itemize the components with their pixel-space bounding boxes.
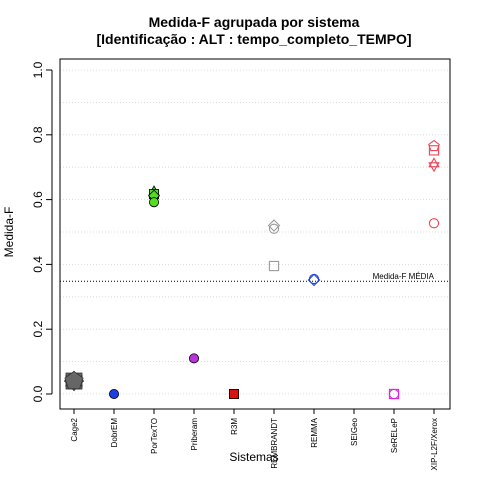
grid: [60, 69, 450, 395]
data-point-circle: [188, 353, 199, 364]
y-tick-label: 0.8: [31, 126, 45, 143]
x-tick-label: SEIGeo: [350, 417, 359, 446]
data-point-triangle-down: [428, 162, 440, 173]
y-tick-label: 0.0: [31, 385, 45, 402]
data-point-square: [228, 388, 239, 399]
data-point-circle: [428, 218, 440, 229]
data-point-square: [388, 388, 400, 400]
data-point-diamond: [307, 273, 321, 287]
data-point-square: [428, 145, 440, 156]
data-point-pentagon: [64, 370, 84, 390]
reference-line-group: Medida-F MÉDIA: [60, 272, 450, 282]
data-point-circle: [109, 388, 120, 399]
x-tick-label: REMMA: [310, 417, 319, 447]
y-tick-label: 0.2: [31, 321, 45, 338]
x-tick-label: PorTexTO: [150, 418, 159, 454]
x-axis-label: Sistemas: [229, 450, 278, 464]
y-tick-label: 1.0: [31, 61, 45, 78]
plot-frame: [59, 58, 451, 410]
x-tick-label: REMBRANDT: [270, 418, 279, 469]
y-tick-label: 0.6: [31, 191, 45, 208]
y-tick-label: 0.4: [31, 256, 45, 273]
x-tick-label: SeRELeP: [390, 418, 399, 453]
data-point-diamond: [267, 219, 281, 232]
data-point-circle: [268, 223, 280, 234]
y-axis: 0.0 0.2 0.4 0.6 0.8 1.0: [31, 61, 53, 402]
data-point-pentagon: [428, 139, 440, 152]
reference-line-label: Medida-F MÉDIA: [373, 272, 435, 281]
x-tick-label: R3M: [230, 418, 239, 435]
x-tick-label: XIP-L2F/Xerox: [430, 418, 439, 470]
data-points: [63, 139, 440, 400]
y-axis-label: Medida-F: [2, 207, 16, 258]
data-point-square: [268, 260, 280, 272]
x-tick-label: Cage2: [70, 417, 79, 441]
x-tick-label: DobrEM: [110, 418, 119, 448]
chart-title: Medida-F agrupada por sistema: [149, 14, 360, 30]
data-point-circle: [148, 197, 159, 208]
chart-subtitle: [Identificação : ALT : tempo_completo_TE…: [96, 31, 411, 47]
x-tick-label: Priberam: [190, 418, 199, 451]
